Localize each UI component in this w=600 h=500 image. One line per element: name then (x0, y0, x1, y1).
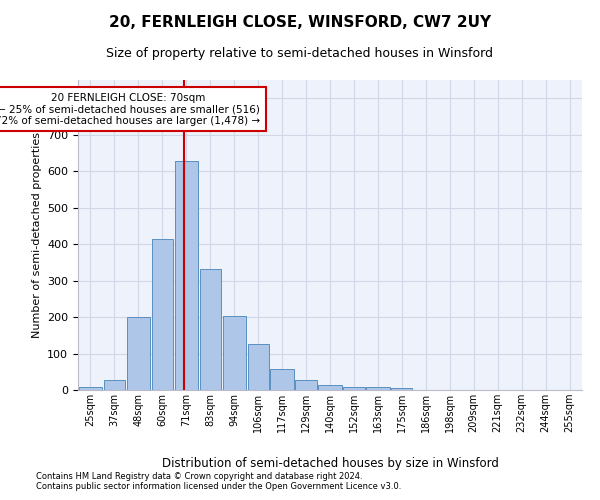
Text: Size of property relative to semi-detached houses in Winsford: Size of property relative to semi-detach… (107, 48, 493, 60)
Text: Distribution of semi-detached houses by size in Winsford: Distribution of semi-detached houses by … (161, 458, 499, 470)
Bar (319, 386, 341, 390)
Bar (343, 387, 365, 390)
Bar (79, 387, 102, 390)
Bar (152, 238, 173, 390)
Text: Contains HM Land Registry data © Crown copyright and database right 2024.: Contains HM Land Registry data © Crown c… (36, 472, 362, 481)
Bar (223, 316, 246, 390)
Bar (391, 388, 412, 390)
Y-axis label: Number of semi-detached properties: Number of semi-detached properties (32, 132, 41, 338)
Bar (295, 380, 317, 390)
Bar (175, 161, 198, 390)
Bar (248, 344, 269, 390)
Text: 20 FERNLEIGH CLOSE: 70sqm
← 25% of semi-detached houses are smaller (516)
72% of: 20 FERNLEIGH CLOSE: 70sqm ← 25% of semi-… (0, 92, 260, 126)
Bar (104, 380, 125, 390)
Bar (366, 387, 389, 390)
Bar (200, 268, 221, 390)
Text: 20, FERNLEIGH CLOSE, WINSFORD, CW7 2UY: 20, FERNLEIGH CLOSE, WINSFORD, CW7 2UY (109, 15, 491, 30)
Bar (127, 317, 150, 390)
Text: Contains public sector information licensed under the Open Government Licence v3: Contains public sector information licen… (36, 482, 401, 491)
Bar (271, 369, 294, 390)
